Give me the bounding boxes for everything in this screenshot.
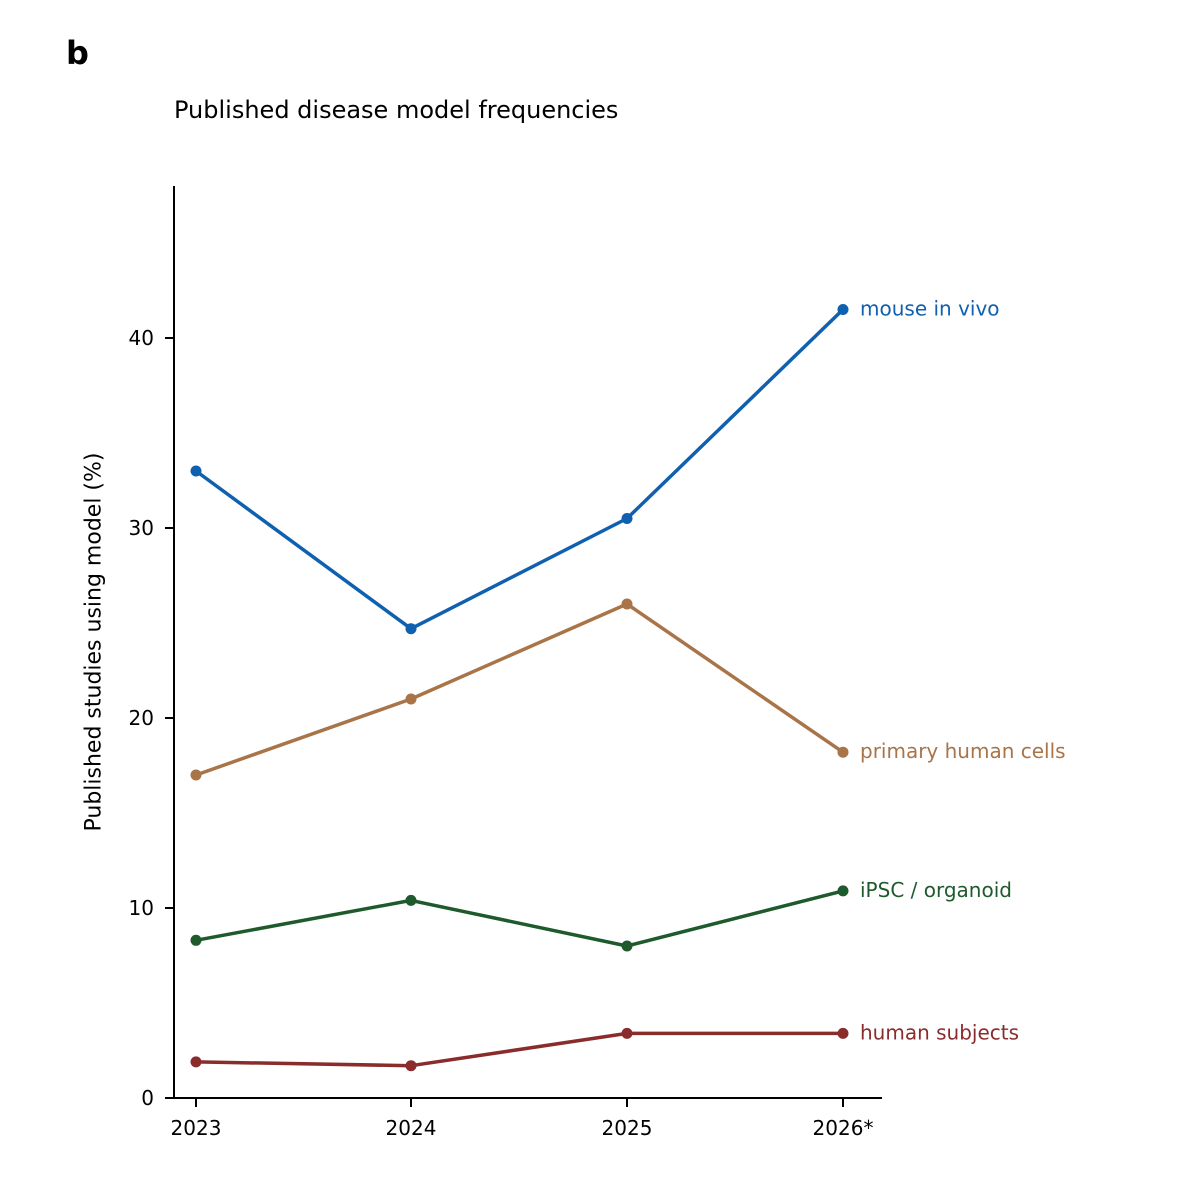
series-line — [194, 889, 845, 948]
series-group: primary human cells — [190, 598, 1066, 781]
series-line — [194, 1031, 845, 1068]
panel-letter: b — [66, 34, 89, 72]
series-label: primary human cells — [860, 739, 1066, 763]
series-group: mouse in vivo — [190, 297, 1000, 635]
chart-title: Published disease model frequencies — [174, 96, 619, 124]
y-tick-label: 40 — [129, 326, 154, 350]
x-tick-label: 2023 — [171, 1116, 222, 1140]
data-point — [621, 1027, 633, 1039]
data-point — [621, 598, 633, 610]
y-tick-label: 30 — [129, 516, 154, 540]
data-point — [190, 769, 202, 781]
y-tick-label: 20 — [129, 706, 154, 730]
data-point — [621, 513, 633, 524]
data-point — [405, 623, 417, 635]
series-label: human subjects — [860, 1020, 1019, 1044]
x-tick-label: 2026* — [813, 1116, 874, 1140]
x-tick-label: 2024 — [386, 1116, 437, 1140]
y-tick-label: 0 — [141, 1086, 154, 1110]
data-point — [190, 465, 202, 477]
series-group: human subjects — [190, 1020, 1019, 1072]
data-point — [405, 693, 417, 705]
data-point — [837, 885, 849, 897]
series-group: iPSC / organoid — [190, 878, 1012, 952]
series-layer: mouse in vivo primary human cells iPSC / o… — [190, 297, 1066, 1072]
series-line — [194, 602, 845, 777]
data-point — [837, 1027, 849, 1039]
axes: 0 10 20 30 40 2023 2024 2025 2026* — [129, 186, 882, 1140]
x-tick-label: 2025 — [602, 1116, 653, 1140]
series-label: iPSC / organoid — [860, 878, 1012, 902]
data-point — [837, 304, 849, 315]
data-point — [405, 894, 417, 906]
data-point — [621, 940, 633, 952]
data-point — [837, 746, 849, 758]
y-tick-label: 10 — [129, 896, 154, 920]
series-line — [194, 307, 845, 631]
series-label: mouse in vivo — [860, 297, 1000, 321]
data-point — [405, 1060, 417, 1072]
data-point — [190, 934, 202, 946]
data-point — [190, 1056, 202, 1068]
